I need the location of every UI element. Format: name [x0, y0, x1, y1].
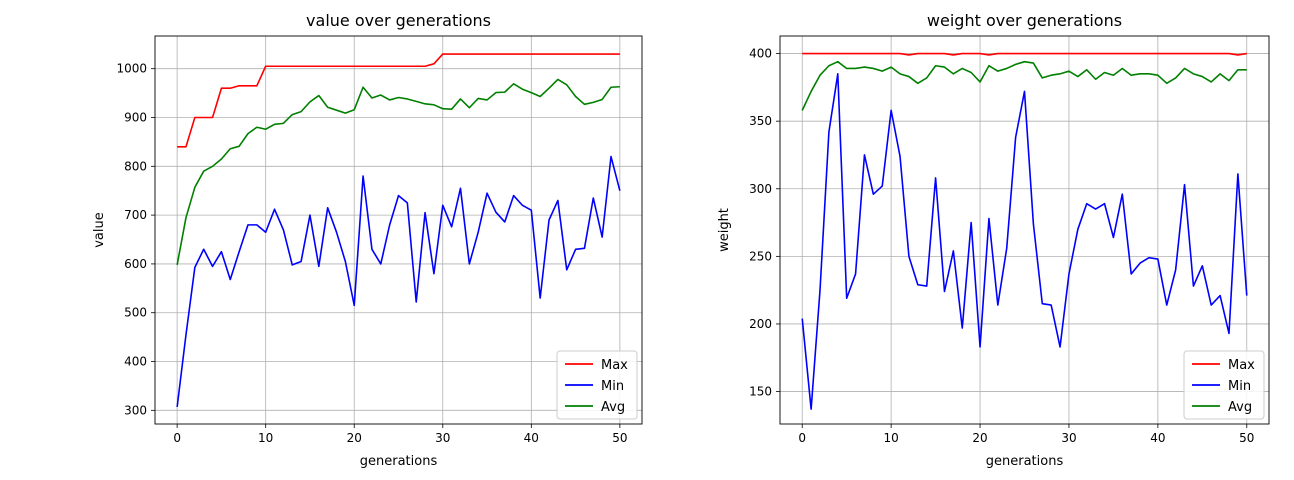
series-line-max [802, 52, 1247, 56]
legend-label-max: Max [601, 358, 628, 373]
y-tick-label: 400 [749, 47, 772, 61]
legend: Max Min Avg [556, 350, 638, 420]
x-tick-label: 50 [1239, 431, 1254, 445]
x-tick-label: 20 [972, 431, 987, 445]
x-axis-label: generations [986, 454, 1064, 469]
x-tick-label: 40 [524, 431, 539, 445]
legend-label-min: Min [601, 379, 624, 394]
x-tick-label: 0 [173, 431, 181, 445]
y-tick-label: 600 [124, 257, 147, 271]
legend-label-max: Max [1228, 358, 1255, 373]
legend: Max Min Avg [1183, 350, 1265, 420]
y-tick-label: 200 [749, 317, 772, 331]
x-tick-label: 10 [883, 431, 898, 445]
x-tick-label: 50 [612, 431, 627, 445]
x-tick-label: 20 [347, 431, 362, 445]
y-axis-label: weight [717, 208, 732, 252]
x-axis-label: generations [360, 454, 438, 469]
y-tick-label: 350 [749, 114, 772, 128]
y-tick-label: 300 [749, 182, 772, 196]
y-tick-label: 800 [124, 159, 147, 173]
y-tick-label: 500 [124, 306, 147, 320]
y-axis-label: value [92, 212, 107, 248]
value-chart: 0 10 20 30 40 50 300 400 500 600 700 800 900 1000 valu… [92, 11, 643, 469]
series-line-max [177, 53, 620, 148]
y-tick-label: 1000 [116, 62, 147, 76]
plot-frame [779, 35, 1270, 425]
legend-label-min: Min [1228, 379, 1251, 394]
series-line-min [176, 155, 621, 408]
y-tick-label: 400 [124, 355, 147, 369]
chart-title: value over generations [306, 11, 491, 30]
y-tick-label: 900 [124, 111, 147, 125]
legend-box [556, 350, 638, 420]
x-tick-label: 40 [1150, 431, 1165, 445]
series-line-avg [176, 78, 620, 266]
x-tick-label: 0 [798, 431, 806, 445]
series-line-min [801, 73, 1248, 410]
chart-title: weight over generations [927, 11, 1122, 30]
x-tick-label: 30 [1061, 431, 1076, 445]
x-tick-label: 30 [435, 431, 450, 445]
legend-box [1183, 350, 1265, 420]
series-line-avg [801, 60, 1247, 111]
x-tick-label: 10 [258, 431, 273, 445]
legend-label-avg: Avg [1228, 400, 1252, 415]
legend-label-avg: Avg [601, 400, 625, 415]
y-tick-label: 250 [749, 249, 772, 263]
plot-frame [154, 35, 643, 425]
y-tick-label: 700 [124, 208, 147, 222]
y-tick-label: 300 [124, 403, 147, 417]
y-tick-label: 150 [749, 385, 772, 399]
weight-chart: 0 10 20 30 40 50 150 200 250 300 350 400 weight over… [717, 11, 1270, 469]
